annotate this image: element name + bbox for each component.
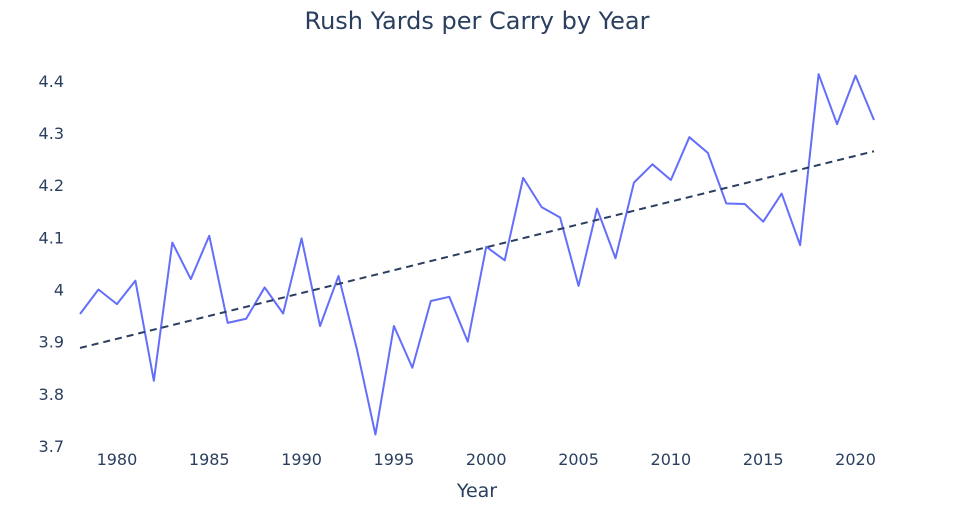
y-axis: 3.7 3.8 3.9 4 4.1 4.2 4.3 4.4 (39, 72, 64, 456)
x-axis-title: Year (456, 480, 497, 502)
x-tick-label: 2010 (651, 450, 692, 469)
x-tick-label: 2015 (743, 450, 784, 469)
x-tick-label: 2005 (558, 450, 599, 469)
y-tick-label: 4.3 (39, 124, 64, 143)
series-line (79, 73, 875, 436)
x-axis: 1980 1985 1990 1995 2000 2005 2010 2015 2020 (97, 450, 876, 469)
x-tick-label: 1980 (97, 450, 138, 469)
x-tick-label: 1985 (189, 450, 230, 469)
y-tick-label: 3.9 (39, 333, 64, 352)
y-tick-label: 4 (54, 281, 64, 300)
y-tick-label: 4.2 (39, 176, 64, 195)
y-tick-label: 4.1 (39, 228, 64, 247)
x-tick-label: 1995 (374, 450, 415, 469)
chart-title: Rush Yards per Carry by Year (304, 7, 649, 35)
trend-line (79, 150, 875, 349)
plot-area (79, 73, 875, 436)
x-tick-label: 2020 (835, 450, 876, 469)
y-tick-label: 3.8 (39, 385, 64, 404)
x-tick-label: 2000 (466, 450, 507, 469)
y-tick-label: 4.4 (39, 72, 64, 91)
x-tick-label: 1990 (281, 450, 322, 469)
y-tick-label: 3.7 (39, 437, 64, 456)
